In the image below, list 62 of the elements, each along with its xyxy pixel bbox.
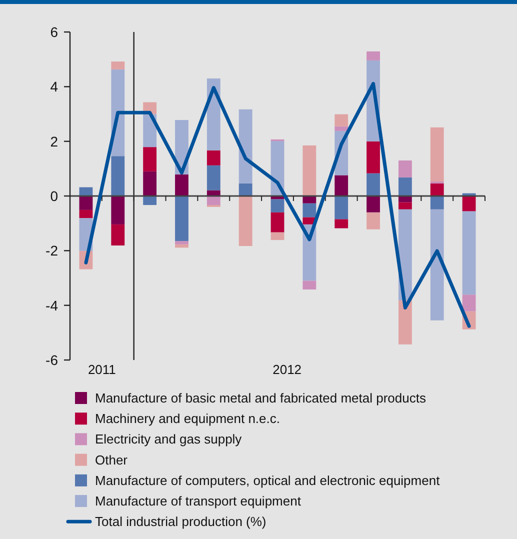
bar: [398, 177, 412, 196]
y-tick-label: 4: [50, 78, 58, 95]
bar: [143, 147, 157, 172]
bar: [238, 109, 252, 184]
bar: [366, 51, 380, 60]
bar: [334, 126, 348, 131]
bar: [175, 244, 188, 248]
bar: [430, 209, 444, 320]
y-tick-label: 6: [50, 24, 58, 40]
bar: [175, 174, 188, 196]
legend-label: Electricity and gas supply: [95, 432, 242, 447]
bar: [302, 203, 316, 218]
bar: [334, 114, 348, 126]
bar: [206, 165, 220, 190]
y-tick-label: -4: [46, 297, 58, 314]
bar: [366, 212, 380, 230]
legend-label: Manufacture of computers, optical and electronic equipment: [95, 472, 440, 488]
y-tick-label: -6: [46, 352, 58, 368]
bar: [206, 150, 220, 166]
bar: [270, 199, 284, 212]
bar: [270, 212, 284, 232]
y-tick-label: 2: [50, 133, 58, 150]
text: 2012: [272, 362, 302, 377]
bar: [111, 196, 125, 224]
bar: [334, 175, 348, 196]
text: 2011: [88, 362, 116, 377]
bar: [111, 224, 125, 246]
legend-label: Manufacture of transport equipment: [95, 494, 302, 508]
bar: [334, 196, 348, 220]
bar: [111, 62, 125, 70]
bar: [366, 141, 380, 174]
bar: [238, 183, 252, 196]
bar: [238, 196, 252, 246]
bar: [366, 196, 380, 212]
y-tick-label: -2: [46, 242, 58, 259]
bar: [270, 232, 284, 240]
bar: [111, 156, 125, 196]
y-tick-label: 0: [50, 188, 58, 204]
bar: [334, 219, 348, 228]
bar: [79, 210, 93, 218]
bar: [430, 183, 444, 196]
bar: [430, 196, 444, 210]
bar: [462, 196, 476, 212]
bar: [462, 294, 476, 312]
bar: [175, 196, 188, 242]
bar: [430, 127, 444, 182]
bar: [79, 196, 93, 210]
legend-label: Other: [95, 452, 128, 468]
bar: [462, 211, 476, 295]
bar: [398, 160, 412, 178]
bar: [302, 280, 316, 290]
bar: [302, 145, 316, 196]
line-series: [84, 82, 471, 328]
bar: [398, 202, 412, 210]
legend-label: Manufacture of basic metal and fabricated metal products: [95, 390, 426, 406]
legend-label: Total industrial production (%): [95, 514, 266, 530]
bar: [175, 241, 188, 244]
bar: [143, 114, 157, 148]
bar: [366, 173, 380, 196]
legend-label: Machinery and equipment n.e.c.: [95, 411, 280, 426]
bar: [398, 300, 412, 344]
bar: [143, 171, 157, 196]
